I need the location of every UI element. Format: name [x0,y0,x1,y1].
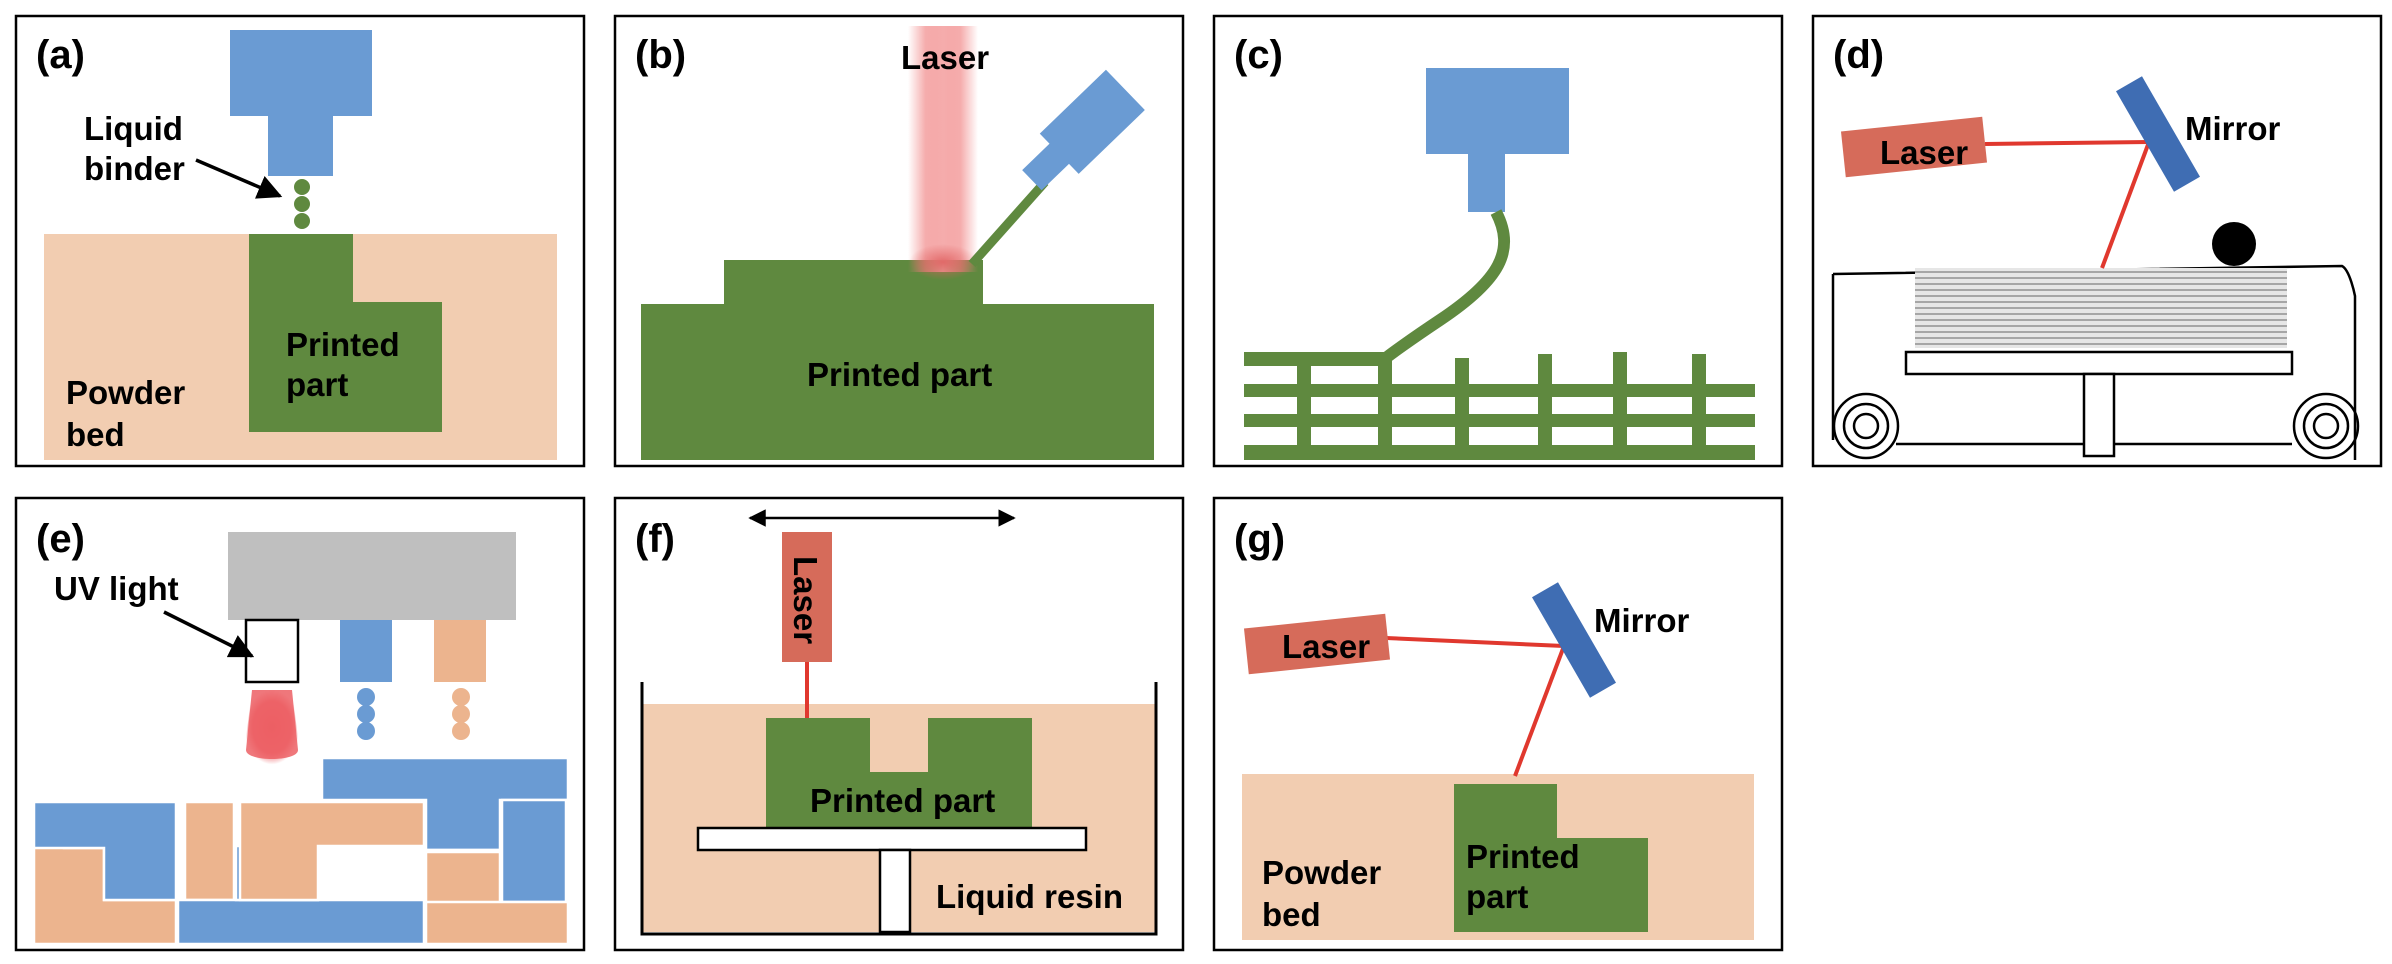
panel-b-id: (b) [635,33,686,77]
extruder-head [1426,68,1569,212]
panel-a: (a) Liquid binder Printed part Powder be… [14,14,586,468]
mirror-label: Mirror [1594,602,1690,639]
blue-droplet [357,722,375,740]
mirror [1532,582,1616,698]
blue-nozzle [340,620,392,682]
panel-f-id: (f) [635,517,675,561]
panel-e-id: (e) [36,517,85,561]
resin-vat [640,682,1158,936]
panel-d: (d) Laser Mirror [1811,14,2383,468]
panel-c-id: (c) [1234,33,1283,77]
build-platform [1904,350,2294,376]
panel-b: (b) Laser Printed part [613,14,1185,468]
left-roll [1832,392,1900,460]
print-head [230,30,372,176]
machine-outline [1832,264,2357,460]
laser-source [1840,116,1988,178]
laser-label: Laser [1880,134,1968,171]
resin-label: Liquid resin [936,878,1123,915]
binder-droplet [294,213,310,229]
bed-label-line1: Powder [1262,854,1381,891]
tan-droplet [452,722,470,740]
binder-label-line1: Liquid [84,110,183,147]
bed-label-line2: bed [1262,896,1321,933]
tan-nozzle [434,620,486,682]
mirror-label: Mirror [2185,110,2281,147]
printed-part [641,260,1154,460]
laser-label: Laser [787,556,824,644]
printed-part [766,718,1032,830]
laser-beam-reflected [2100,141,2151,269]
part-label: Printed part [807,356,992,393]
part-label-line2: part [1466,878,1528,915]
laser-beam [908,26,978,272]
blue-droplet [357,688,375,706]
blue-droplet [357,705,375,723]
uv-label: UV light [54,570,179,607]
laser-beam-reflected [1513,645,1566,777]
part-label-line1: Printed [1466,838,1580,875]
part-label-line1: Printed [286,326,400,363]
laser-source [782,532,832,662]
binder-droplet [294,196,310,212]
bed-label-line1: Powder [66,374,185,411]
build-platform [696,826,1088,852]
right-roll [2292,392,2360,460]
recoater-roller [2212,222,2256,266]
laser-source [1243,613,1391,675]
uv-lamp [244,618,300,684]
panel-e: (e) UV light [14,496,586,952]
mirror [2116,76,2200,192]
feed-wire [968,179,1049,267]
laser-label: Laser [1282,628,1370,665]
bed-label-line2: bed [66,416,125,453]
panel-f: (f) Laser Printed part Liquid resin [613,496,1185,952]
binder-arrow [195,158,283,199]
deposition-nozzle [1022,69,1145,191]
multi-material-part [32,756,570,946]
laser-label: Laser [901,39,989,76]
binder-label-line2: binder [84,150,185,187]
panel-g: (g) Laser Mirror Printed part Powder bed [1212,496,1784,952]
tan-droplet [452,688,470,706]
panel-a-id: (a) [36,33,85,77]
uv-light-core [246,690,298,759]
deposited-filament [1244,209,1511,364]
print-head-block [228,532,516,620]
printed-part [249,234,442,432]
layer-lines [1915,271,2287,345]
uv-arrow [163,610,255,658]
printed-lattice [1244,352,1755,460]
panel-g-id: (g) [1234,517,1285,561]
laser-beam-incident [1385,636,1565,648]
melt-pool [909,244,977,280]
tan-droplet [452,705,470,723]
part-label: Printed part [810,782,995,819]
panel-c: (c) [1212,14,1784,468]
platform-piston [878,848,912,934]
platform-piston [2082,372,2116,458]
laser-beam-incident [1984,140,2150,146]
binder-droplet [294,179,310,195]
printed-part [1454,784,1648,932]
panel-d-id: (d) [1833,33,1884,77]
part-label-line2: part [286,366,348,403]
